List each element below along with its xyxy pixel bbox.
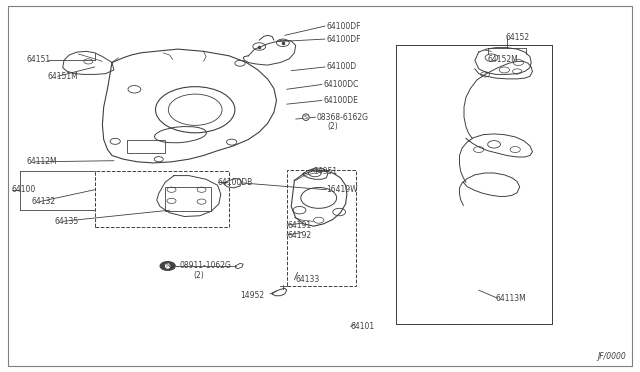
Text: 64192: 64192 [288,231,312,240]
Text: 64100DB: 64100DB [218,178,253,187]
Text: 64100: 64100 [12,185,36,194]
Text: 08368-6162G: 08368-6162G [317,113,369,122]
Text: 14952: 14952 [240,291,264,300]
Text: JF/0000: JF/0000 [597,352,626,361]
Text: 64100D: 64100D [326,62,356,71]
Text: 64151M: 64151M [48,72,79,81]
Text: 64100DC: 64100DC [323,80,358,89]
Bar [396,45,552,324]
Text: 16419W: 16419W [326,185,358,194]
Text: 64191: 64191 [288,221,312,230]
Text: 64100DF: 64100DF [326,35,361,44]
Text: (2): (2) [328,122,339,131]
Text: N: N [165,263,170,269]
Bar [127,140,165,153]
Bar [165,187,211,211]
Text: 64135: 64135 [54,217,79,226]
Text: 64112M: 64112M [27,157,58,166]
Bar [287,170,356,286]
Text: 64152: 64152 [506,33,530,42]
Circle shape [160,262,175,270]
Text: 64100DE: 64100DE [323,96,358,105]
Text: 64113M: 64113M [496,294,527,303]
Text: S: S [304,115,308,120]
Text: 64132: 64132 [32,197,56,206]
Text: 08911-1062G: 08911-1062G [179,262,231,270]
Text: 64100DF: 64100DF [326,22,361,31]
Text: 64101: 64101 [351,322,375,331]
Text: 64152M: 64152M [488,55,518,64]
Text: 64133: 64133 [296,275,320,284]
Text: 14951: 14951 [314,167,338,176]
Bar [95,171,229,227]
Text: 64151: 64151 [27,55,51,64]
Text: (2): (2) [193,271,204,280]
